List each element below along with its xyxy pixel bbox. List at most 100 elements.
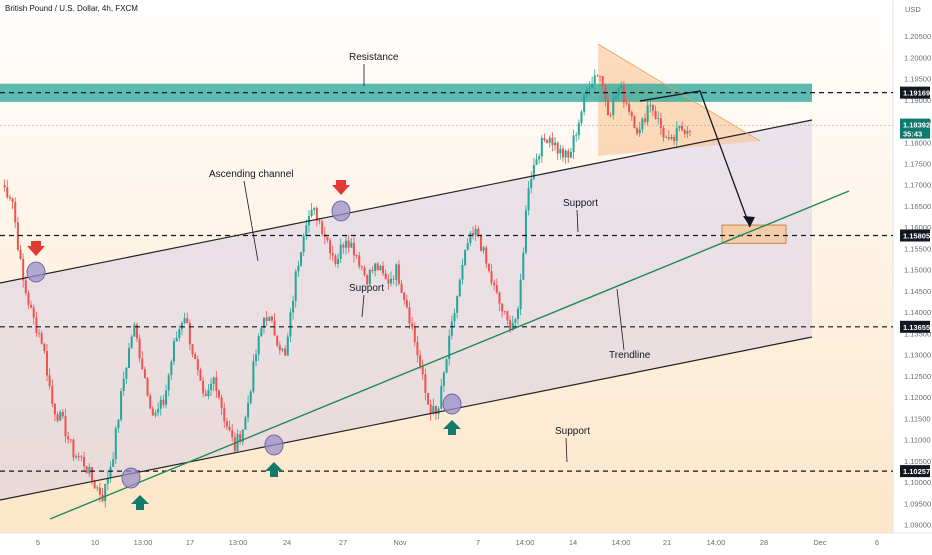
price-tick-label: 1.09500: [904, 499, 931, 508]
annotation-pointer-line: [361, 294, 365, 318]
candle-body: [88, 466, 91, 474]
chart-annotation: Support: [555, 426, 590, 437]
candle-body: [69, 439, 72, 441]
time-tick-label: 14:00: [612, 538, 631, 547]
candle-body: [204, 393, 207, 397]
candle-body: [61, 411, 64, 417]
candle-body: [588, 88, 591, 90]
candle-body: [633, 116, 636, 129]
candle-body: [151, 408, 154, 416]
candle-body: [80, 456, 83, 458]
current-price-value: 1.18392: [903, 121, 930, 130]
candle-body: [421, 366, 424, 375]
candle-body: [75, 456, 78, 458]
candle-body: [344, 240, 348, 248]
price-tick-label: 1.20500: [904, 32, 931, 41]
candle-body: [265, 317, 268, 321]
candle-body: [678, 125, 681, 129]
candle-body: [585, 89, 588, 95]
candle-body: [247, 402, 250, 418]
price-tick-label: 1.18000: [904, 138, 931, 147]
time-tick-label: 6: [875, 538, 879, 547]
candle-body: [546, 140, 549, 143]
candle-body: [591, 83, 594, 89]
candle-body: [490, 271, 493, 283]
candle-body: [612, 98, 615, 116]
candle-body: [392, 278, 395, 280]
candle-body: [625, 102, 628, 104]
candle-body: [384, 273, 387, 280]
time-axis[interactable]: 5 10 13:00 17 13:00 24 27 Nov 7 14:00 14 14:00 21 14:…: [36, 538, 879, 547]
candle-body: [276, 335, 279, 346]
price-tick-label: 1.09000: [904, 521, 931, 530]
time-tick-label: 13:00: [229, 538, 248, 547]
candle-body: [14, 202, 17, 223]
up-arrow-icon: [131, 495, 149, 510]
candle-body: [527, 188, 530, 211]
candle-body: [19, 249, 22, 259]
candle-body: [106, 478, 109, 484]
candle-body: [620, 85, 623, 88]
price-tick-label: 1.12000: [904, 393, 931, 402]
price-tick-label: 1.12500: [904, 372, 931, 381]
time-tick-label: 14:00: [707, 538, 726, 547]
candle-body: [122, 378, 125, 392]
price-level-tag-label: 1.15805: [903, 231, 930, 240]
candle-body: [191, 344, 194, 355]
price-tick-label: 1.10000: [904, 478, 931, 487]
candle-body: [681, 125, 684, 131]
candle-body: [382, 265, 385, 274]
candle-body: [104, 483, 107, 502]
price-level-tag: [900, 320, 930, 333]
candle-body: [207, 390, 210, 397]
current-price-tag: [900, 118, 930, 139]
swing-point-marker: [121, 467, 141, 489]
candle-body: [538, 156, 541, 160]
candle-body: [419, 355, 422, 367]
candle-body: [530, 178, 533, 189]
candle-body: [56, 414, 59, 421]
candle-body: [3, 184, 6, 188]
candle-body: [183, 318, 186, 323]
candle-body: [231, 430, 234, 438]
candle-body: [440, 385, 443, 409]
candle-body: [509, 320, 512, 330]
candle-body: [90, 466, 93, 481]
time-tick-label: 7: [476, 538, 480, 547]
swing-point-marker: [331, 200, 351, 222]
candle-body: [355, 255, 358, 256]
candle-body: [429, 404, 432, 414]
candle-body: [268, 316, 271, 321]
candle-body: [458, 279, 461, 297]
candle-body: [535, 159, 538, 165]
candle-body: [278, 345, 281, 351]
time-tick-label: 13:00: [134, 538, 153, 547]
candle-body: [24, 280, 27, 294]
time-tick-label: 14:00: [516, 538, 535, 547]
candle-body: [321, 221, 324, 235]
candle-body: [273, 320, 276, 336]
candle-body: [495, 285, 498, 293]
candle-body: [331, 253, 334, 256]
time-tick-label: 5: [36, 538, 40, 547]
candle-body: [281, 348, 284, 351]
candle-body: [559, 148, 562, 154]
candle-body: [641, 118, 644, 130]
candle-body: [120, 391, 123, 420]
target-zone: [721, 224, 787, 244]
time-tick-label: Dec: [813, 538, 827, 547]
candle-body: [159, 399, 162, 409]
candle-body: [540, 137, 543, 157]
candle-body: [188, 322, 191, 345]
candle-body: [199, 370, 202, 381]
candle-body: [260, 328, 263, 337]
candle-body: [548, 137, 551, 143]
price-level-tag-label: 1.19169: [903, 89, 930, 98]
time-tick-label: 10: [91, 538, 99, 547]
price-axis[interactable]: 1.205001.200001.195001.190001.185001.180…: [900, 32, 931, 530]
candle-body: [178, 329, 181, 338]
candle-body: [128, 347, 131, 368]
chart-title: British Pound / U.S. Dollar, 4h, FXCM: [5, 4, 138, 13]
